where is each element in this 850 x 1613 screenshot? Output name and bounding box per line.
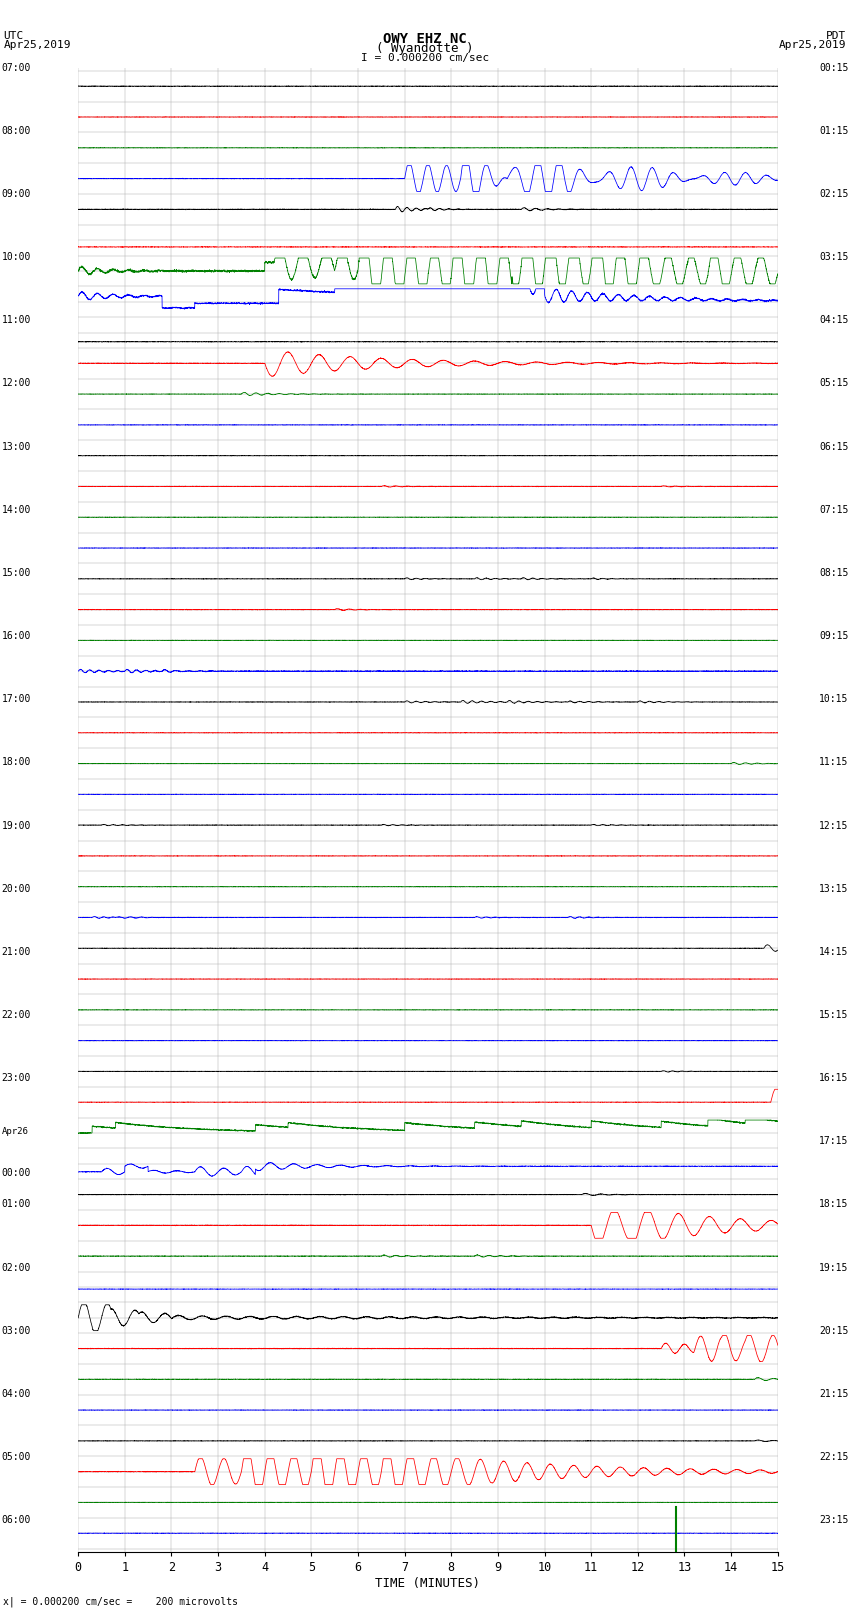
Text: 08:15: 08:15 [819,568,848,577]
Text: ( Wyandotte ): ( Wyandotte ) [377,42,473,55]
Text: 16:15: 16:15 [819,1073,848,1082]
Text: OWY EHZ NC: OWY EHZ NC [383,32,467,47]
Text: 13:00: 13:00 [2,442,31,452]
Text: 11:15: 11:15 [819,758,848,768]
Text: 01:00: 01:00 [2,1200,31,1210]
Text: 00:00: 00:00 [2,1168,31,1177]
Text: 10:00: 10:00 [2,252,31,263]
Text: 15:00: 15:00 [2,568,31,577]
Text: 12:15: 12:15 [819,821,848,831]
Text: 08:00: 08:00 [2,126,31,135]
Text: 16:00: 16:00 [2,631,31,640]
Text: UTC: UTC [3,31,24,40]
Text: 20:15: 20:15 [819,1326,848,1336]
Text: 20:00: 20:00 [2,884,31,894]
Text: 02:00: 02:00 [2,1263,31,1273]
Text: 07:15: 07:15 [819,505,848,515]
Text: 22:00: 22:00 [2,1010,31,1019]
Text: 03:15: 03:15 [819,252,848,263]
Text: 14:00: 14:00 [2,505,31,515]
Text: 01:15: 01:15 [819,126,848,135]
Text: x| = 0.000200 cm/sec =    200 microvolts: x| = 0.000200 cm/sec = 200 microvolts [3,1597,238,1608]
Text: PDT: PDT [826,31,847,40]
Text: 06:00: 06:00 [2,1515,31,1526]
Text: Apr25,2019: Apr25,2019 [779,40,847,50]
Text: 04:15: 04:15 [819,315,848,326]
Text: 18:00: 18:00 [2,758,31,768]
Text: Apr25,2019: Apr25,2019 [3,40,71,50]
Text: 09:15: 09:15 [819,631,848,640]
Text: 09:00: 09:00 [2,189,31,198]
Text: 06:15: 06:15 [819,442,848,452]
Text: 17:15: 17:15 [819,1136,848,1147]
Text: 21:15: 21:15 [819,1389,848,1398]
Text: 19:15: 19:15 [819,1263,848,1273]
Text: 18:15: 18:15 [819,1200,848,1210]
Text: 15:15: 15:15 [819,1010,848,1019]
Text: 04:00: 04:00 [2,1389,31,1398]
Text: 11:00: 11:00 [2,315,31,326]
Text: I = 0.000200 cm/sec: I = 0.000200 cm/sec [361,53,489,63]
Text: 21:00: 21:00 [2,947,31,957]
Text: 05:00: 05:00 [2,1452,31,1461]
Text: Apr26: Apr26 [2,1127,29,1137]
Text: 14:15: 14:15 [819,947,848,957]
Text: 22:15: 22:15 [819,1452,848,1461]
Text: 19:00: 19:00 [2,821,31,831]
Text: 00:15: 00:15 [819,63,848,73]
Text: 03:00: 03:00 [2,1326,31,1336]
Text: 07:00: 07:00 [2,63,31,73]
Text: 23:15: 23:15 [819,1515,848,1526]
Text: 02:15: 02:15 [819,189,848,198]
Text: 05:15: 05:15 [819,379,848,389]
Text: 12:00: 12:00 [2,379,31,389]
Text: 23:00: 23:00 [2,1073,31,1082]
Text: 10:15: 10:15 [819,694,848,705]
X-axis label: TIME (MINUTES): TIME (MINUTES) [376,1576,480,1589]
Text: 17:00: 17:00 [2,694,31,705]
Text: 13:15: 13:15 [819,884,848,894]
